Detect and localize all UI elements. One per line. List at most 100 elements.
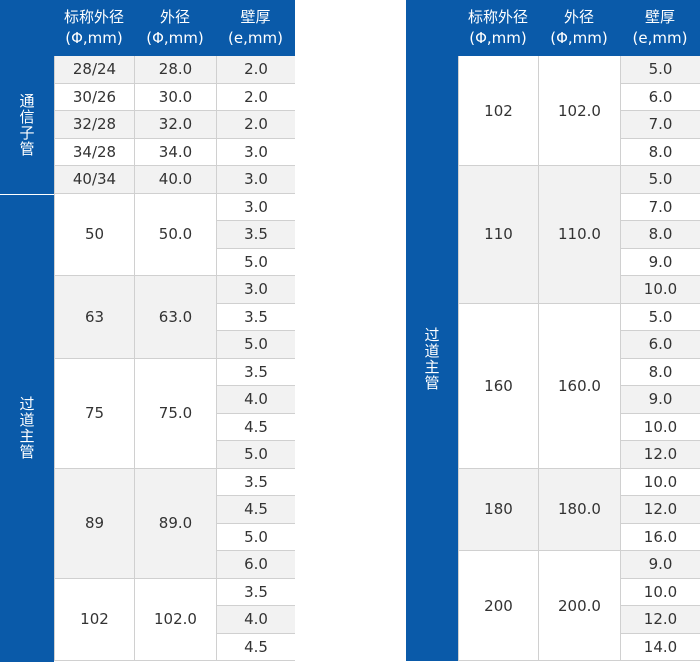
nominal-diameter-cell: 63 [54,276,134,359]
nominal-diameter-cell: 40/34 [54,166,134,194]
wall-thickness-cell: 2.0 [216,111,295,139]
header-nominal-diameter: 标称外径 (Φ,mm) [54,0,134,56]
header-wall-thickness-unit: (e,mm) [632,29,688,47]
outer-diameter-cell: 63.0 [134,276,216,359]
wall-thickness-cell: 4.5 [216,496,295,524]
wall-thickness-cell: 5.0 [216,248,295,276]
wall-thickness-cell: 3.0 [216,276,295,304]
outer-diameter-cell: 102.0 [134,578,216,661]
header-wall-thickness: 壁厚 (e,mm) [620,0,700,56]
wall-thickness-cell: 7.0 [620,111,700,139]
nominal-diameter-cell: 180 [458,468,538,551]
wall-thickness-cell: 3.5 [216,221,295,249]
wall-thickness-cell: 2.0 [216,56,295,84]
header-outer-diameter-title: 外径 [563,8,594,26]
outer-diameter-cell: 30.0 [134,83,216,111]
category-label-column: 过道主管 [0,193,54,662]
category-label-column: 过道主管 [406,56,458,661]
outer-diameter-cell: 50.0 [134,193,216,276]
header-outer-diameter-unit: (Φ,mm) [146,29,204,47]
nominal-diameter-cell: 28/24 [54,56,134,84]
header-outer-diameter: 外径 (Φ,mm) [538,0,620,56]
nominal-diameter-cell: 160 [458,303,538,469]
header-nominal-diameter-title: 标称外径 [467,8,528,26]
wall-thickness-cell: 4.0 [216,386,295,414]
wall-thickness-cell: 6.0 [620,83,700,111]
header-outer-diameter-unit: (Φ,mm) [550,29,608,47]
nominal-diameter-cell: 102 [54,578,134,661]
nominal-diameter-cell: 34/28 [54,138,134,166]
nominal-diameter-cell: 102 [458,56,538,166]
wall-thickness-cell: 3.5 [216,578,295,606]
wall-thickness-cell: 12.0 [620,441,700,469]
wall-thickness-cell: 10.0 [620,276,700,304]
nominal-diameter-cell: 89 [54,468,134,579]
wall-thickness-cell: 5.0 [620,166,700,194]
outer-diameter-cell: 28.0 [134,56,216,84]
wall-thickness-cell: 4.5 [216,633,295,661]
wall-thickness-cell: 9.0 [620,248,700,276]
table-header [0,0,295,56]
wall-thickness-cell: 9.0 [620,551,700,579]
header-wall-thickness: 壁厚 (e,mm) [216,0,295,56]
header-outer-diameter-title: 外径 [159,8,190,26]
outer-diameter-cell: 89.0 [134,468,216,579]
wall-thickness-cell: 4.0 [216,606,295,634]
outer-diameter-cell: 160.0 [538,303,620,469]
category-label: 过道主管 [422,326,441,391]
header-nominal-diameter-unit: (Φ,mm) [65,29,123,47]
wall-thickness-cell: 10.0 [620,413,700,441]
wall-thickness-cell: 8.0 [620,138,700,166]
nominal-diameter-cell: 30/26 [54,83,134,111]
nominal-diameter-cell: 110 [458,166,538,304]
header-nominal-diameter: 标称外径 (Φ,mm) [458,0,538,56]
wall-thickness-cell: 6.0 [216,551,295,579]
wall-thickness-cell: 14.0 [620,633,700,661]
wall-thickness-cell: 5.0 [620,303,700,331]
outer-diameter-cell: 110.0 [538,166,620,304]
wall-thickness-cell: 3.5 [216,468,295,496]
spec-table-left: 标称外径 (Φ,mm) 外径 (Φ,mm) 壁厚 (e,mm) 28/24 28.0 2.0 30… [0,0,295,662]
wall-thickness-cell: 12.0 [620,606,700,634]
wall-thickness-cell: 16.0 [620,523,700,551]
wall-thickness-cell: 4.5 [216,413,295,441]
wall-thickness-cell: 10.0 [620,578,700,606]
header-outer-diameter: 外径 (Φ,mm) [134,0,216,56]
wall-thickness-cell: 7.0 [620,193,700,221]
wall-thickness-cell: 12.0 [620,496,700,524]
wall-thickness-cell: 10.0 [620,468,700,496]
wall-thickness-cell: 3.5 [216,358,295,386]
wall-thickness-cell: 3.5 [216,303,295,331]
wall-thickness-cell: 3.0 [216,166,295,194]
wall-thickness-cell: 3.0 [216,193,295,221]
wall-thickness-cell: 5.0 [620,56,700,84]
wall-thickness-cell: 5.0 [216,523,295,551]
nominal-diameter-cell: 200 [458,551,538,661]
wall-thickness-cell: 6.0 [620,331,700,359]
spec-table-right: 标称外径 (Φ,mm) 外径 (Φ,mm) 壁厚 (e,mm) 102 102.0 5.0 6.0… [406,0,700,661]
category-label: 过道主管 [17,396,36,461]
wall-thickness-cell: 5.0 [216,331,295,359]
outer-diameter-cell: 75.0 [134,358,216,469]
category-label-column: 通信子管 [0,56,54,194]
wall-thickness-cell: 9.0 [620,386,700,414]
outer-diameter-cell: 180.0 [538,468,620,551]
header-nominal-diameter-title: 标称外径 [63,8,124,26]
table-header [406,0,700,56]
wall-thickness-cell: 8.0 [620,358,700,386]
header-nominal-diameter-unit: (Φ,mm) [469,29,527,47]
header-wall-thickness-title: 壁厚 [240,8,271,26]
header-wall-thickness-title: 壁厚 [644,8,675,26]
wall-thickness-cell: 2.0 [216,83,295,111]
nominal-diameter-cell: 32/28 [54,111,134,139]
wall-thickness-cell: 8.0 [620,221,700,249]
nominal-diameter-cell: 75 [54,358,134,469]
wall-thickness-cell: 3.0 [216,138,295,166]
outer-diameter-cell: 40.0 [134,166,216,194]
header-wall-thickness-unit: (e,mm) [228,29,283,47]
outer-diameter-cell: 32.0 [134,111,216,139]
category-label: 通信子管 [17,92,36,157]
nominal-diameter-cell: 50 [54,193,134,276]
outer-diameter-cell: 34.0 [134,138,216,166]
outer-diameter-cell: 200.0 [538,551,620,661]
